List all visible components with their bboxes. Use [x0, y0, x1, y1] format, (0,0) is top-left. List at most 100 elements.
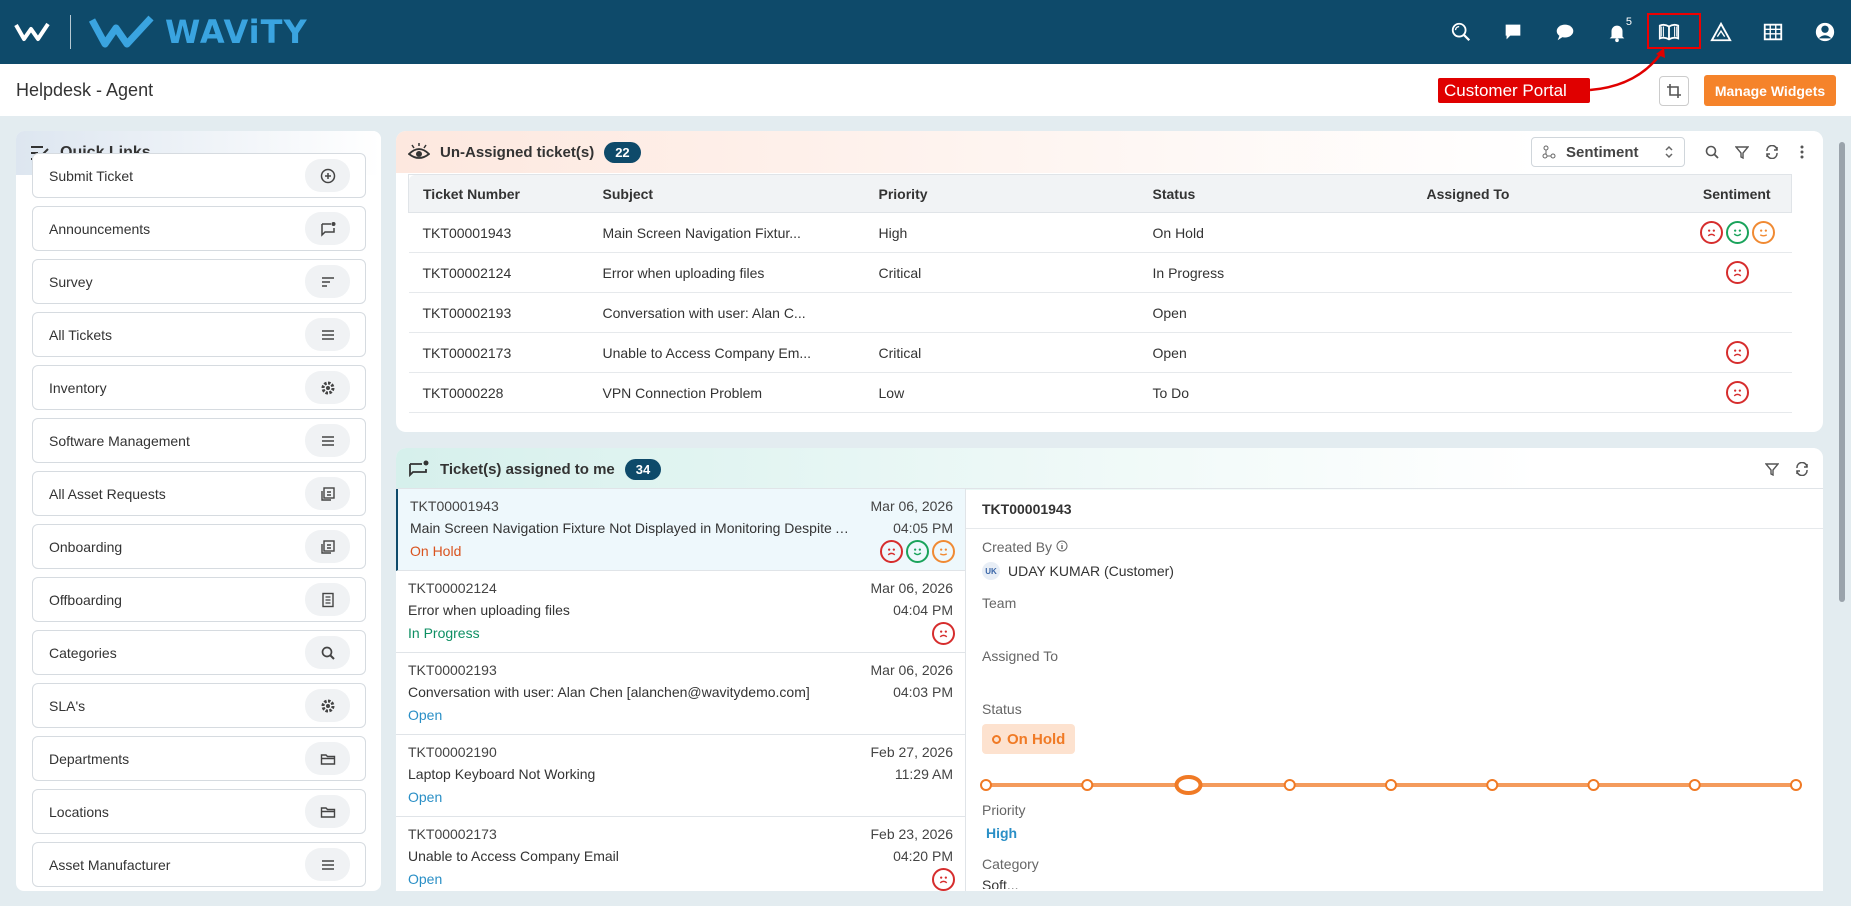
ticket-subject: Main Screen Navigation Fixtur...	[588, 212, 865, 253]
folder-icon[interactable]	[305, 742, 350, 775]
list-item[interactable]: TKT00001943 Main Screen Navigation Fixtu…	[396, 489, 965, 571]
col-status[interactable]: Status	[1138, 174, 1413, 213]
list-ticket-subject: Error when uploading files	[408, 602, 570, 618]
document-icon[interactable]	[305, 583, 350, 616]
asset-icon[interactable]	[305, 477, 350, 510]
quick-link-inventory[interactable]: Inventory	[32, 365, 366, 410]
quick-link-departments[interactable]: Departments	[32, 736, 366, 781]
progress-step[interactable]	[1385, 779, 1397, 791]
bell-icon[interactable]: 5	[1591, 0, 1643, 64]
ticket-subject: Error when uploading files	[588, 252, 865, 293]
search-icon[interactable]	[1699, 139, 1725, 165]
table-row[interactable]: TKT00002193 Conversation with user: Alan…	[408, 292, 1792, 333]
folder-icon[interactable]	[305, 795, 350, 828]
progress-step[interactable]	[1587, 779, 1600, 791]
list-item[interactable]: TKT00002193 Conversation with user: Alan…	[396, 653, 965, 735]
quick-link-locations[interactable]: Locations	[32, 789, 366, 834]
col-assigned-to[interactable]: Assigned To	[1412, 174, 1683, 213]
quick-link-onboarding[interactable]: Onboarding	[32, 524, 366, 569]
filter-icon[interactable]	[1759, 456, 1785, 482]
list-icon[interactable]	[305, 848, 350, 881]
manage-widgets-button[interactable]: Manage Widgets	[1704, 75, 1836, 106]
asset-icon[interactable]	[305, 530, 350, 563]
filter-icon[interactable]	[1729, 139, 1755, 165]
table-row[interactable]: TKT00002124 Error when uploading files C…	[408, 252, 1792, 293]
neutral-sentiment-icon[interactable]	[1751, 221, 1775, 244]
col-subject[interactable]: Subject	[588, 174, 865, 213]
col-priority[interactable]: Priority	[864, 174, 1139, 213]
list-ticket-sentiment	[932, 622, 955, 645]
progress-step-current[interactable]	[1174, 775, 1203, 795]
comment-icon[interactable]	[1539, 0, 1591, 64]
col-sentiment[interactable]: Sentiment	[1682, 174, 1792, 213]
user-profile-icon[interactable]	[1799, 0, 1851, 64]
ticket-priority: High	[864, 212, 1139, 253]
negative-sentiment-icon[interactable]	[1725, 341, 1749, 364]
announcement-icon[interactable]	[305, 212, 350, 245]
grid-icon[interactable]	[1747, 0, 1799, 64]
negative-sentiment-icon[interactable]	[1699, 221, 1723, 244]
ticket-number[interactable]: TKT00001943	[408, 212, 589, 253]
list-ticket-date: Feb 23, 2026	[870, 826, 953, 842]
settings-icon[interactable]	[305, 689, 350, 722]
quick-link-sla-s[interactable]: SLA's	[32, 683, 366, 728]
positive-sentiment-icon[interactable]	[906, 540, 929, 563]
quick-link-all-tickets[interactable]: All Tickets	[32, 312, 366, 357]
ticket-number[interactable]: TKT00002173	[408, 332, 589, 373]
negative-sentiment-icon[interactable]	[1725, 261, 1749, 284]
sentiment-select[interactable]: Sentiment	[1531, 137, 1685, 167]
refresh-icon[interactable]	[1759, 139, 1785, 165]
neutral-sentiment-icon[interactable]	[932, 540, 955, 563]
quick-link-survey[interactable]: Survey	[32, 259, 366, 304]
wavity-mark-icon[interactable]	[14, 17, 58, 47]
quick-link-announcements[interactable]: Announcements	[32, 206, 366, 251]
scrollbar-thumb[interactable]	[1839, 142, 1845, 602]
ticket-number[interactable]: TKT00002124	[408, 252, 589, 293]
negative-sentiment-icon[interactable]	[932, 868, 955, 891]
customer-portal-book-icon[interactable]	[1643, 0, 1701, 64]
quick-link-offboarding[interactable]: Offboarding	[32, 577, 366, 622]
ticket-status: To Do	[1138, 372, 1413, 413]
page-scrollbar[interactable]	[1836, 122, 1848, 892]
status-badge[interactable]: On Hold	[982, 724, 1076, 754]
search-icon[interactable]	[305, 636, 350, 669]
progress-step[interactable]	[1283, 779, 1296, 791]
settings-icon[interactable]	[305, 371, 350, 404]
list-icon[interactable]	[305, 318, 350, 351]
quick-link-categories[interactable]: Categories	[32, 630, 366, 675]
crop-button[interactable]	[1659, 76, 1689, 106]
customer-portal-callout: Customer Portal	[1438, 78, 1590, 103]
progress-step[interactable]	[1688, 779, 1701, 791]
positive-sentiment-icon[interactable]	[1725, 221, 1749, 244]
list-item[interactable]: TKT00002190 Laptop Keyboard Not Working …	[396, 735, 965, 817]
list-item[interactable]: TKT00002124 Error when uploading files I…	[396, 571, 965, 653]
survey-icon[interactable]	[305, 265, 350, 298]
progress-step[interactable]	[1081, 779, 1094, 791]
status-progress-track[interactable]	[976, 775, 1806, 795]
refresh-icon[interactable]	[1789, 456, 1815, 482]
progress-step[interactable]	[1790, 779, 1802, 791]
progress-step[interactable]	[1486, 779, 1499, 791]
negative-sentiment-icon[interactable]	[1725, 381, 1749, 404]
more-options-icon[interactable]	[1789, 139, 1815, 165]
negative-sentiment-icon[interactable]	[932, 622, 955, 645]
col-ticket-number[interactable]: Ticket Number	[408, 174, 589, 213]
progress-step[interactable]	[980, 779, 992, 791]
ticket-number[interactable]: TKT0000228	[408, 372, 589, 413]
negative-sentiment-icon[interactable]	[880, 540, 903, 563]
table-row[interactable]: TKT00001943 Main Screen Navigation Fixtu…	[408, 212, 1792, 253]
ticket-number[interactable]: TKT00002193	[408, 292, 589, 333]
list-item[interactable]: TKT00002173 Unable to Access Company Ema…	[396, 817, 965, 899]
plus-circle-icon[interactable]	[305, 159, 350, 192]
table-row[interactable]: TKT0000228 VPN Connection Problem Low To…	[408, 372, 1792, 413]
chat-icon[interactable]	[1487, 0, 1539, 64]
table-row[interactable]: TKT00002173 Unable to Access Company Em.…	[408, 332, 1792, 373]
global-search-icon[interactable]	[1435, 0, 1487, 64]
info-icon[interactable]	[1056, 540, 1068, 552]
list-icon[interactable]	[305, 424, 350, 457]
quick-link-software-management[interactable]: Software Management	[32, 418, 366, 463]
quick-link-all-asset-requests[interactable]: All Asset Requests	[32, 471, 366, 516]
quick-link-asset-manufacturer[interactable]: Asset Manufacturer	[32, 842, 366, 887]
quick-link-submit-ticket[interactable]: Submit Ticket	[32, 153, 366, 198]
triangle-icon[interactable]	[1695, 0, 1747, 64]
